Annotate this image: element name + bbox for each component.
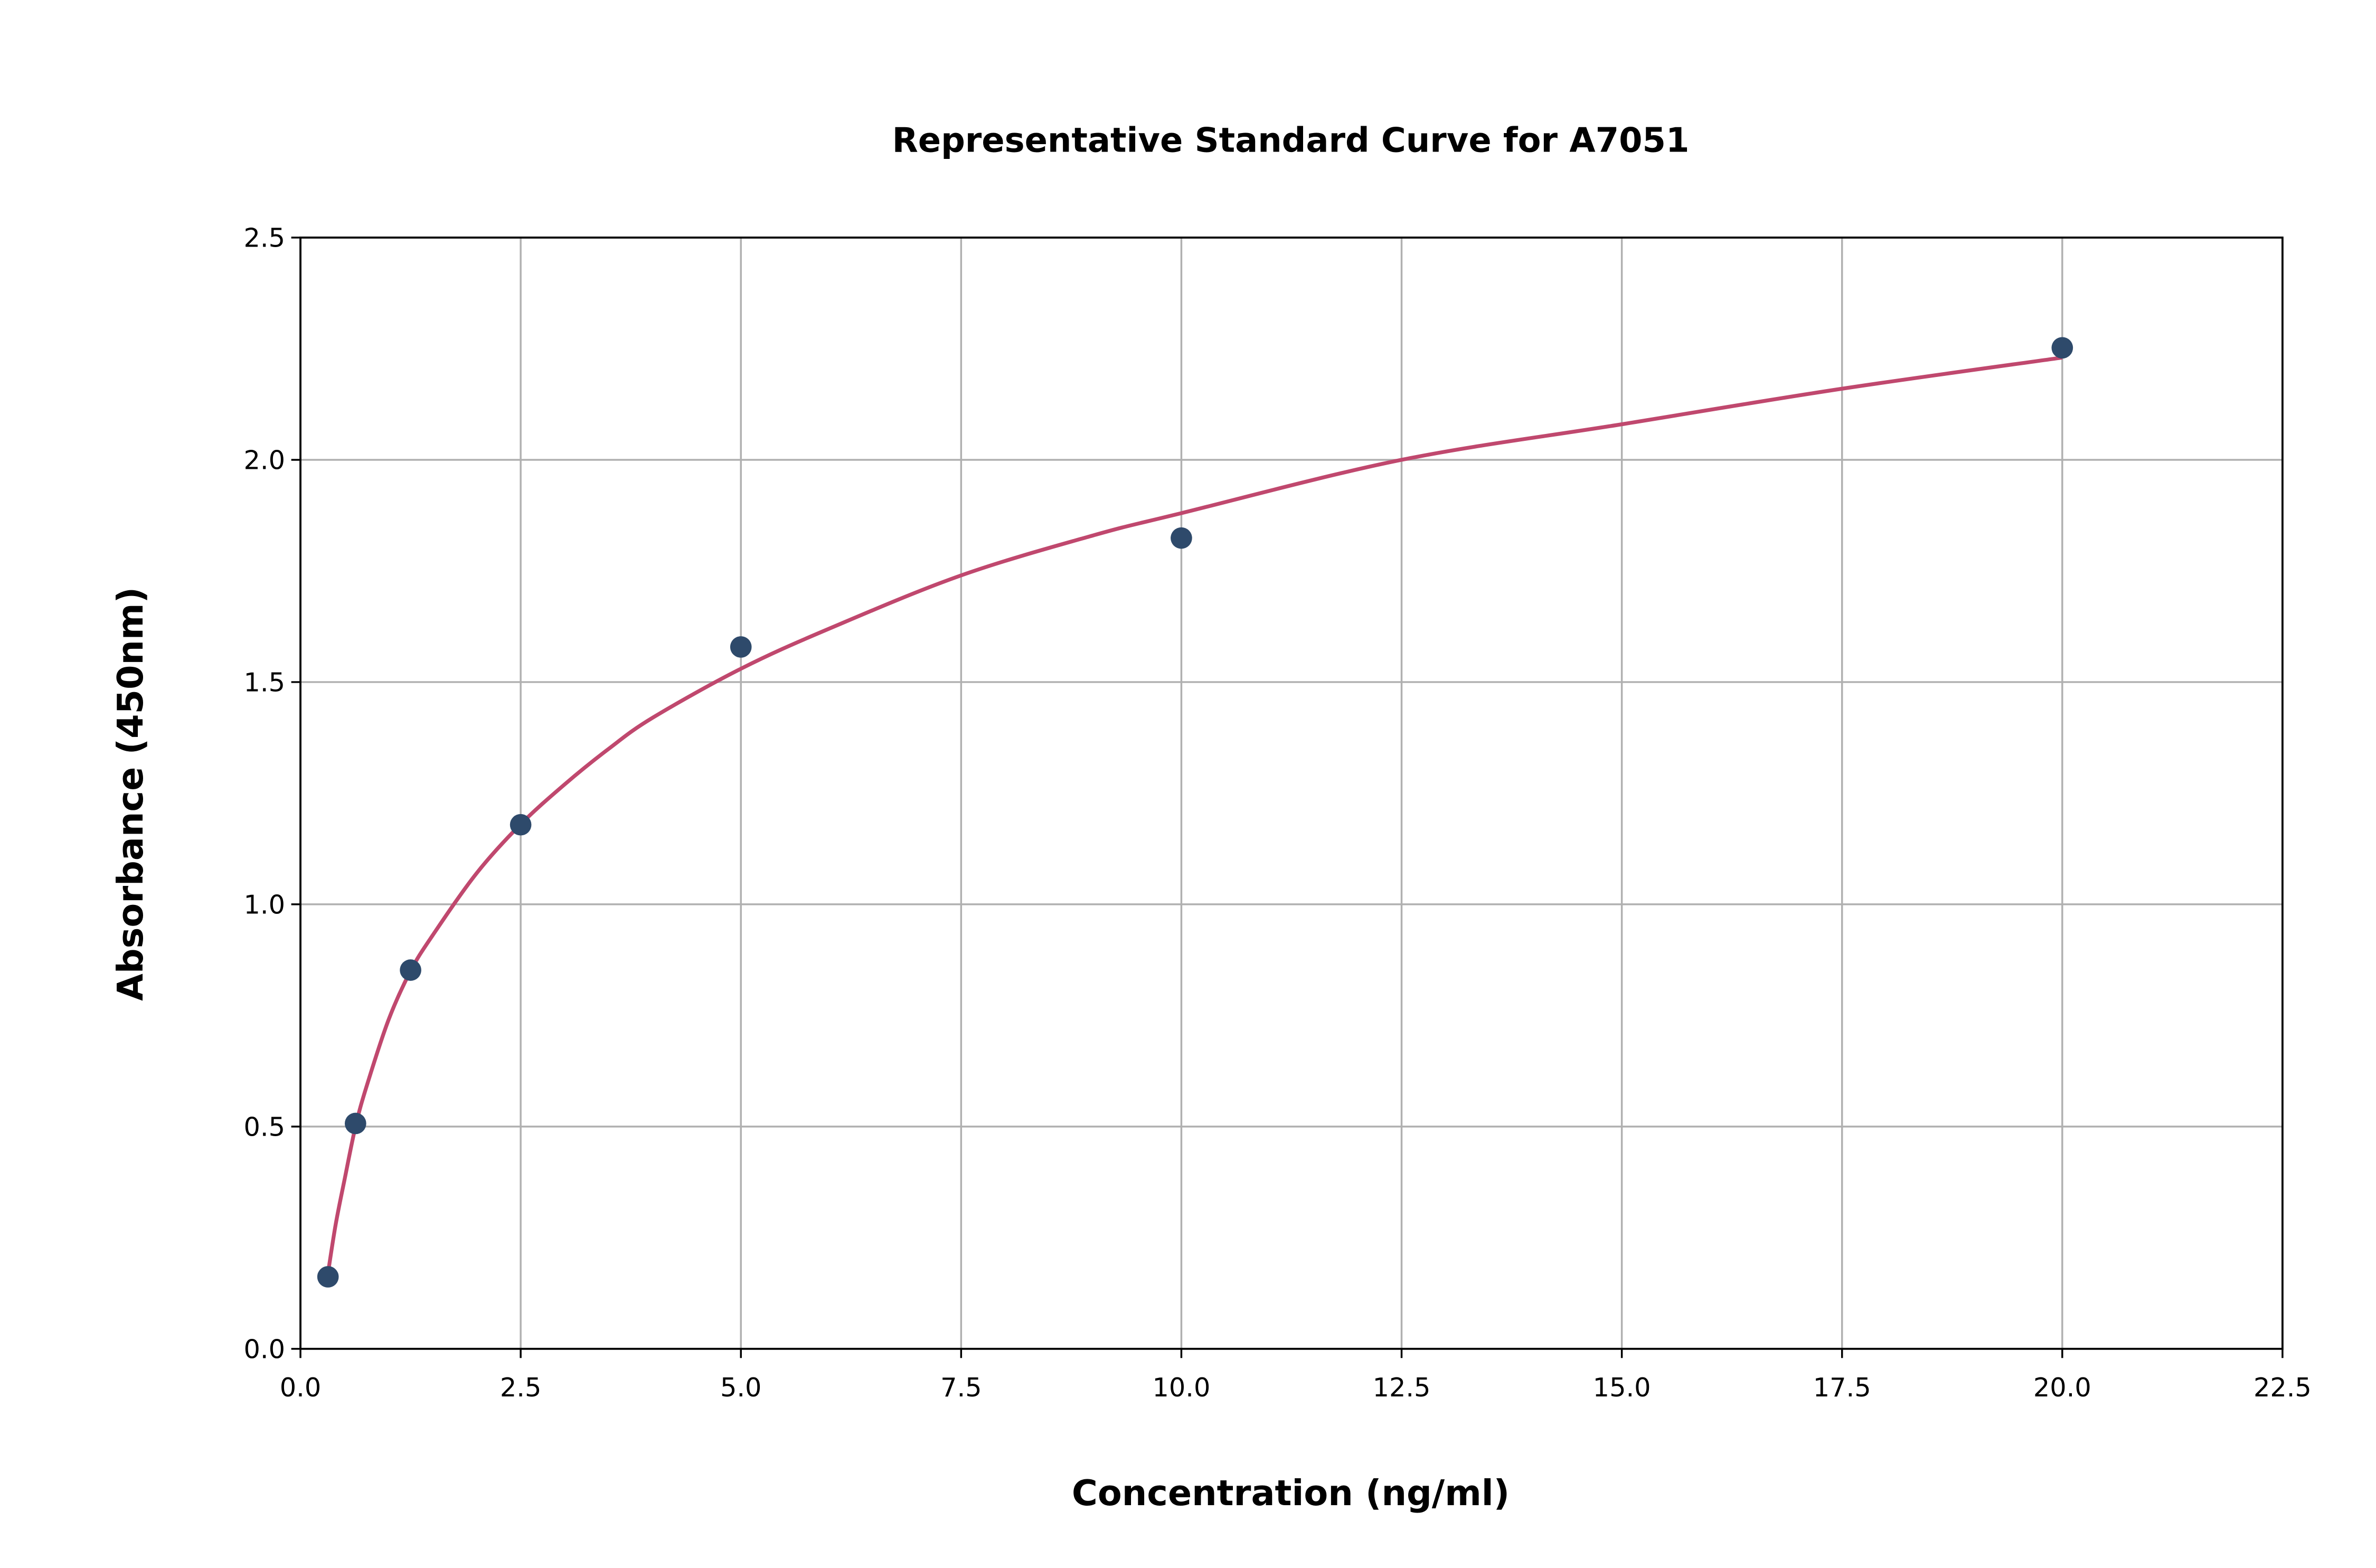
x-axis-label: Concentration (ng/ml) — [1072, 1472, 1510, 1514]
y-axis-ticks: 0.0 0.5 1.0 1.5 2.0 2.5 — [244, 222, 301, 1364]
x-tick-label: 0.0 — [280, 1372, 321, 1403]
data-point — [1171, 527, 1192, 549]
x-tick-label: 12.5 — [1373, 1372, 1431, 1403]
data-point — [317, 1266, 339, 1288]
x-tick-label: 15.0 — [1593, 1372, 1651, 1403]
x-tick-label: 22.5 — [2254, 1372, 2312, 1403]
x-tick-label: 17.5 — [1813, 1372, 1871, 1403]
x-axis-ticks: 0.0 2.5 5.0 7.5 10.0 12.5 15.0 17.5 20.0 22.5 — [280, 1348, 2312, 1403]
data-point — [730, 636, 752, 658]
x-tick-label: 10.0 — [1152, 1372, 1210, 1403]
grid — [299, 237, 2284, 1350]
x-tick-label: 7.5 — [940, 1372, 982, 1403]
y-tick-label: 1.0 — [244, 889, 285, 920]
data-point — [400, 959, 421, 981]
chart-title: Representative Standard Curve for A7051 — [892, 121, 1690, 160]
plot-frame — [299, 237, 2284, 1350]
data-point — [2051, 337, 2073, 359]
y-tick-label: 2.0 — [244, 445, 285, 475]
y-tick-label: 0.5 — [244, 1111, 285, 1142]
data-point — [510, 814, 532, 836]
data-points — [317, 337, 2073, 1288]
x-tick-label: 20.0 — [2033, 1372, 2091, 1403]
fit-curve — [326, 355, 2063, 1274]
y-tick-label: 0.0 — [244, 1334, 285, 1364]
y-tick-label: 1.5 — [244, 667, 285, 697]
y-tick-label: 2.5 — [244, 222, 285, 253]
x-tick-label: 2.5 — [500, 1372, 541, 1403]
x-tick-label: 5.0 — [720, 1372, 761, 1403]
data-point — [344, 1112, 366, 1135]
y-axis-label: Absorbance (450nm) — [110, 587, 151, 1001]
